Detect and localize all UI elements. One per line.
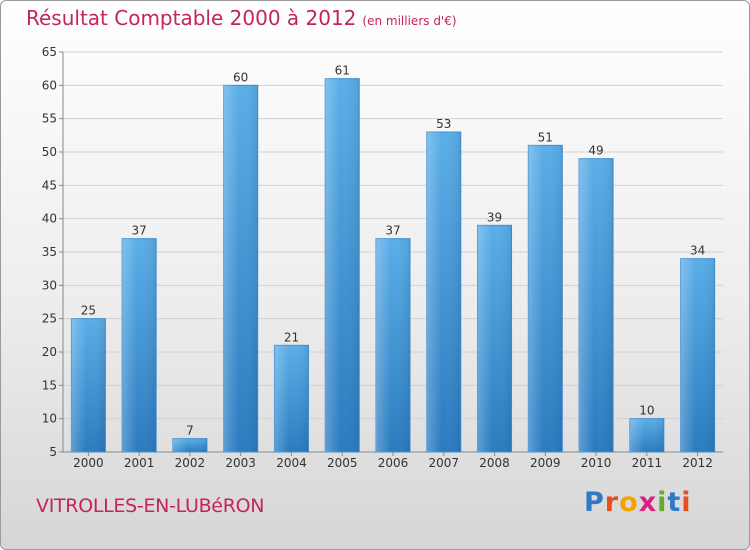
logo-letter: o	[619, 487, 639, 518]
value-label: 25	[81, 304, 96, 318]
bar-shine	[223, 85, 258, 452]
y-tick-label: 5	[49, 445, 57, 459]
value-label: 39	[487, 210, 502, 224]
x-tick-label: 2001	[124, 456, 155, 470]
y-tick-label: 55	[42, 112, 57, 126]
x-tick-label: 2004	[276, 456, 307, 470]
y-tick-label: 25	[42, 312, 57, 326]
x-tick-label: 2005	[327, 456, 358, 470]
y-tick-label: 10	[42, 412, 57, 426]
bar-shine	[71, 318, 106, 452]
chart-title-main: Résultat Comptable 2000 à 2012	[26, 6, 357, 30]
logo-letter: x	[638, 487, 658, 518]
y-tick-label: 20	[42, 345, 57, 359]
value-label: 61	[335, 64, 350, 78]
logo-letter: r	[604, 487, 620, 518]
x-tick-label: 2008	[479, 456, 510, 470]
logo-letter: i	[657, 487, 668, 518]
logo-letter: t	[667, 487, 682, 518]
value-label: 7	[186, 424, 194, 438]
bar-shine	[274, 345, 309, 452]
commune-name: VITROLLES-EN-LUBéRON	[36, 495, 265, 517]
bar-shine	[172, 438, 207, 452]
x-tick-label: 2007	[428, 456, 459, 470]
value-label: 10	[639, 404, 654, 418]
chart-title: Résultat Comptable 2000 à 2012 (en millie…	[26, 6, 457, 30]
x-tick-label: 2009	[530, 456, 561, 470]
value-label: 34	[690, 244, 705, 258]
chart-title-unit: (en milliers d'€)	[362, 14, 457, 28]
bar-shine	[629, 418, 664, 452]
bar-shine	[680, 258, 715, 452]
logo-letter: P	[584, 487, 605, 518]
x-tick-label: 2012	[682, 456, 713, 470]
y-tick-label: 45	[42, 178, 57, 192]
value-label: 53	[436, 117, 451, 131]
x-tick-label: 2011	[632, 456, 663, 470]
value-label: 37	[385, 224, 400, 238]
y-tick-label: 35	[42, 245, 57, 259]
x-tick-label: 2003	[225, 456, 256, 470]
bars	[70, 78, 716, 453]
value-label: 60	[233, 70, 248, 84]
y-tick-label: 15	[42, 378, 57, 392]
value-label: 21	[284, 330, 299, 344]
x-axis-ticks: 2000 2001 2002 2003 2004 2005 2006 2007 2008 2009…	[73, 452, 713, 470]
value-label: 37	[132, 224, 147, 238]
x-tick-label: 2006	[378, 456, 409, 470]
value-label: 51	[538, 130, 553, 144]
bar-shine	[122, 238, 157, 452]
x-tick-label: 2000	[73, 456, 104, 470]
value-label: 49	[588, 144, 603, 158]
x-tick-label: 2010	[581, 456, 612, 470]
y-tick-label: 30	[42, 278, 57, 292]
x-tick-label: 2002	[175, 456, 206, 470]
bar-shine	[376, 238, 410, 452]
y-tick-label: 50	[42, 145, 57, 159]
y-tick-label: 40	[42, 212, 57, 226]
bar-shine	[579, 158, 614, 452]
proxiti-logo: Proxiti	[584, 487, 692, 518]
value-labels: 25 37 7 60 21 61 37 53 39 51 49 10 34	[81, 64, 706, 438]
y-tick-label: 60	[42, 78, 57, 92]
bar-shine	[477, 225, 512, 452]
bar-shine	[426, 132, 461, 452]
bar-shine	[325, 78, 360, 453]
y-tick-label: 65	[42, 45, 57, 59]
bar-shine	[528, 145, 563, 453]
logo-letter: i	[681, 487, 692, 518]
